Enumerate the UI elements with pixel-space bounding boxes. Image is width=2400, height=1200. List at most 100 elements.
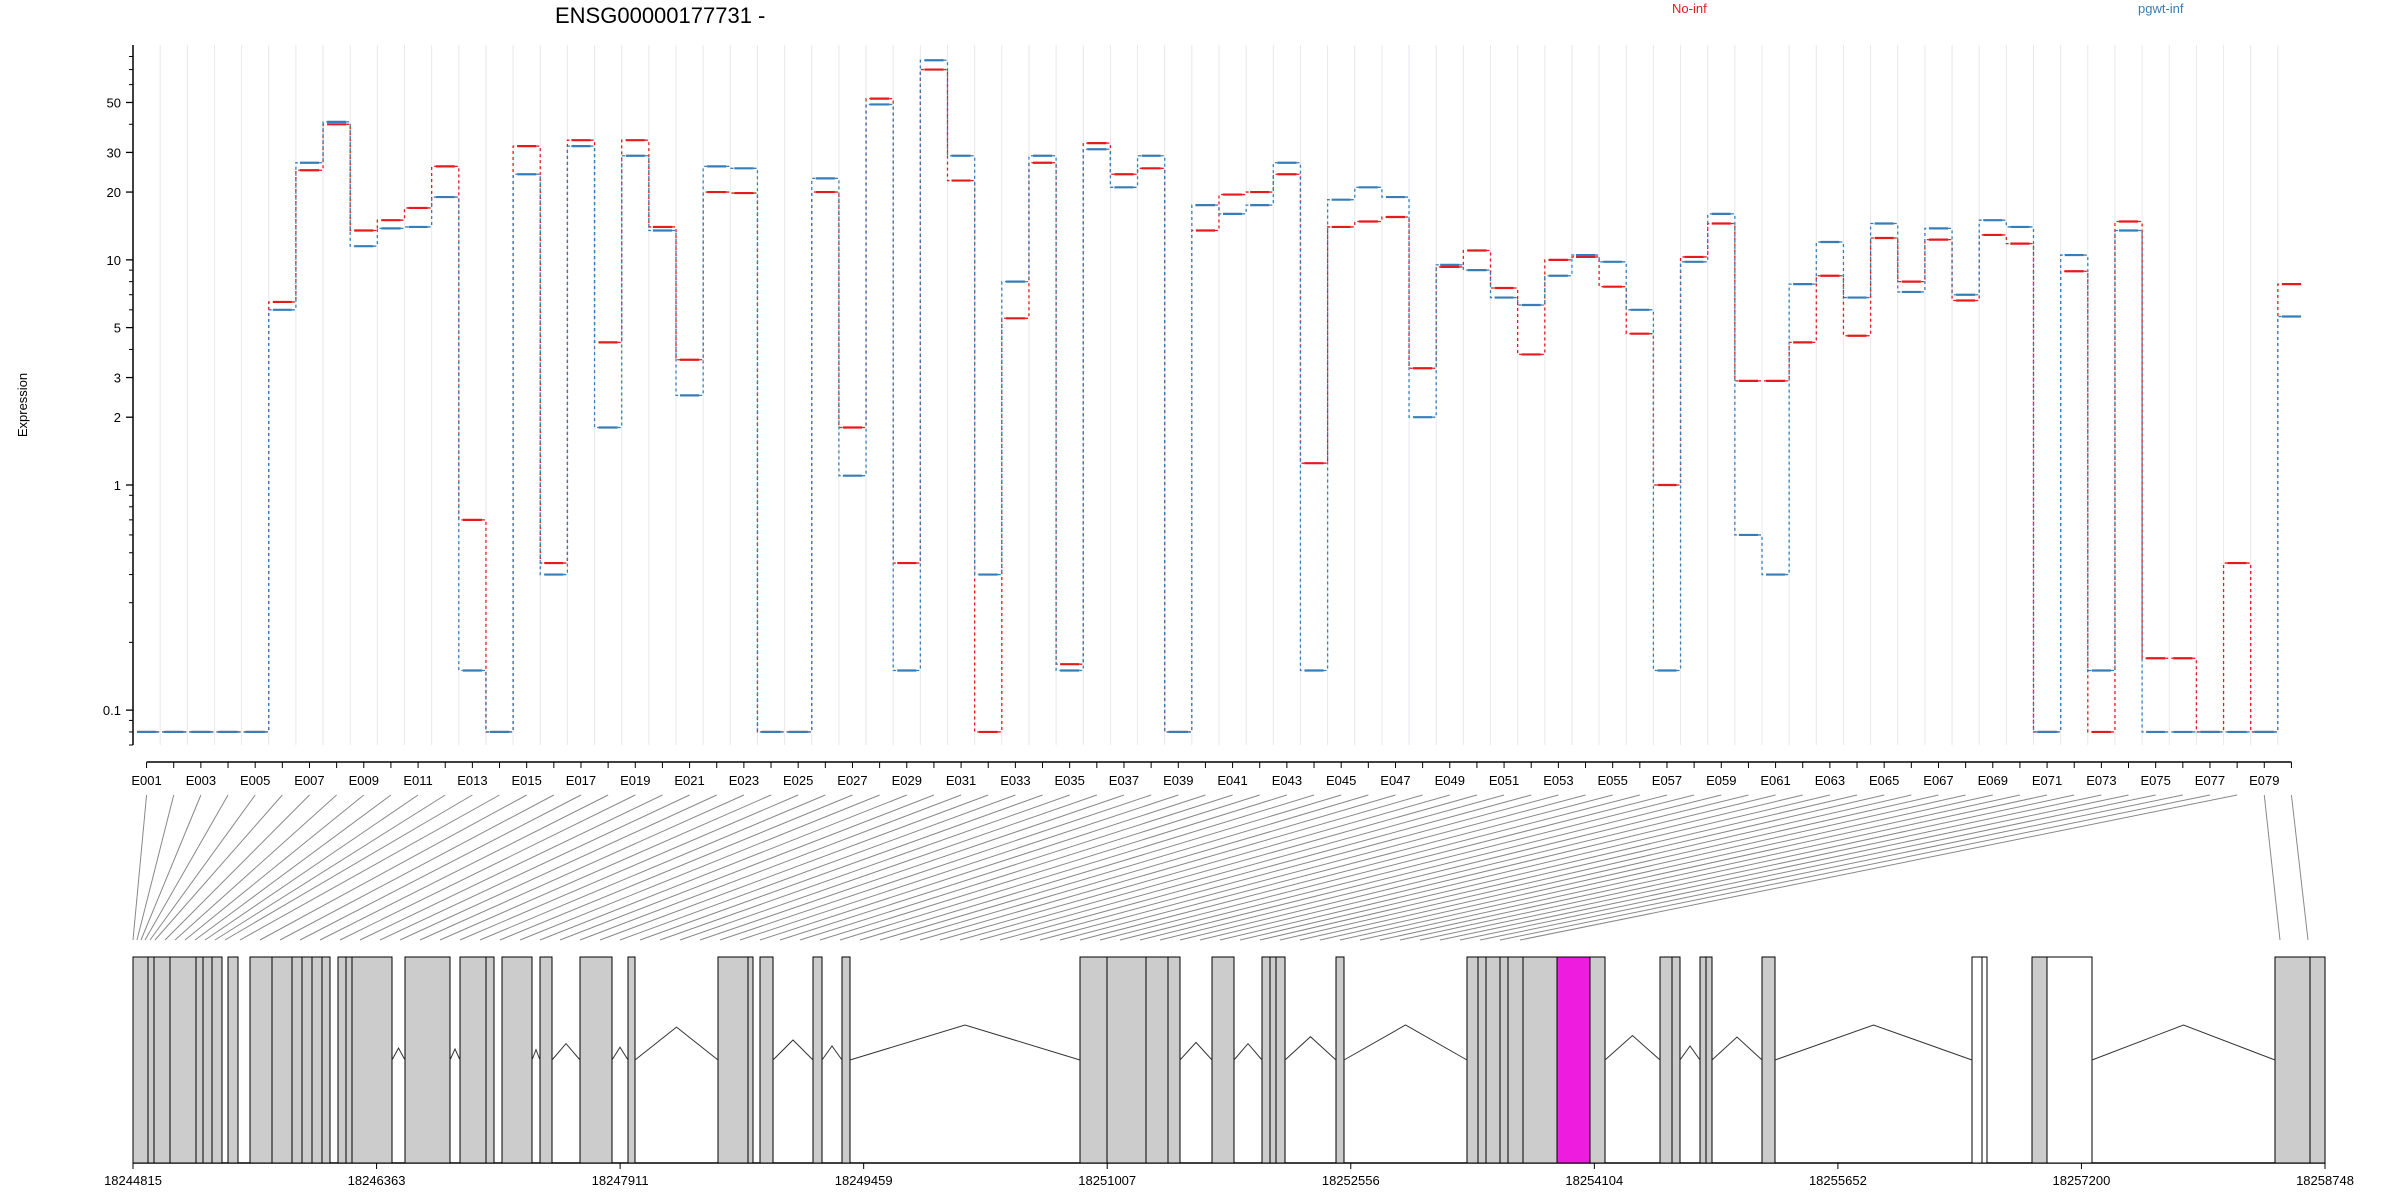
exon-block xyxy=(1499,956,1509,1164)
exon-connector xyxy=(539,794,907,941)
exon-block xyxy=(1211,956,1235,1164)
x-tick-label: E043 xyxy=(1272,773,1302,788)
series-connector xyxy=(1567,254,1576,277)
series-connector xyxy=(1893,237,1902,283)
series-connector xyxy=(1187,204,1196,733)
series-connector xyxy=(1920,227,1929,293)
series-connector xyxy=(1676,256,1685,486)
exon-block xyxy=(301,956,313,1164)
series-connector xyxy=(1812,275,1821,344)
series-connector xyxy=(997,317,1006,733)
x-tick-label: E033 xyxy=(1000,773,1030,788)
series-connector xyxy=(2056,254,2065,733)
coord-tick-label: 18244815 xyxy=(104,1173,162,1188)
intron-line xyxy=(2091,1024,2276,1061)
exon-connector xyxy=(279,794,555,941)
exon-connector xyxy=(739,794,1179,941)
intron-line xyxy=(391,1047,406,1061)
exon-block xyxy=(1522,956,1558,1164)
exon-connector xyxy=(132,794,148,941)
y-tick-label: 3 xyxy=(114,371,121,386)
series-connector xyxy=(509,173,518,733)
series-connector xyxy=(590,139,599,344)
exon-connector xyxy=(1319,794,1966,941)
exon-connector xyxy=(1379,794,2048,941)
exon-connector xyxy=(819,794,1288,941)
series-connector xyxy=(807,177,816,733)
series-connector xyxy=(1296,173,1305,464)
series-connector xyxy=(1215,204,1223,215)
exon-connector xyxy=(140,794,202,941)
exon-block xyxy=(211,956,223,1164)
exon-block xyxy=(841,956,851,1164)
exon-block xyxy=(579,956,613,1164)
series-connector xyxy=(1866,222,1875,299)
series-connector xyxy=(291,162,300,311)
series-connector xyxy=(1812,241,1821,285)
exon-block xyxy=(311,956,323,1164)
exon-connector xyxy=(1479,794,2183,941)
series-connector xyxy=(400,207,409,221)
x-tick-label: E065 xyxy=(1869,773,1899,788)
exon-connector xyxy=(214,794,446,941)
series-connector xyxy=(862,103,871,477)
series-connector xyxy=(536,173,545,576)
series-connector xyxy=(726,191,735,194)
series-connector xyxy=(1948,227,1957,296)
x-tick-label: E057 xyxy=(1652,773,1682,788)
exon-connector xyxy=(939,794,1450,941)
y-axis-label: Expression xyxy=(15,373,30,437)
series-connector xyxy=(1459,264,1468,271)
exon-connector xyxy=(859,794,1342,941)
exon-block xyxy=(2031,956,2048,1164)
exon-block xyxy=(249,956,273,1164)
exon-block xyxy=(195,956,204,1164)
gene-model-track xyxy=(132,956,2326,1164)
x-tick-label: E053 xyxy=(1543,773,1573,788)
intron-line xyxy=(1711,1036,1763,1061)
exon-block xyxy=(1466,956,1479,1164)
exon-block xyxy=(1106,956,1147,1164)
series-connector xyxy=(943,68,952,182)
exon-connector xyxy=(339,794,636,941)
exon-connector xyxy=(639,794,1043,941)
chart-title: ENSG00000177731 - xyxy=(555,3,765,28)
exon-block xyxy=(1477,956,1487,1164)
series-connector xyxy=(1649,309,1658,672)
intron-line xyxy=(611,1046,629,1061)
series-connector xyxy=(753,167,762,733)
exon-connector xyxy=(519,794,880,941)
exon-block xyxy=(627,956,636,1164)
series-connector xyxy=(264,309,273,733)
exon-block xyxy=(1335,956,1345,1164)
legend-entry-no-inf: No-inf xyxy=(1672,1,1707,16)
series-connector xyxy=(1024,162,1033,319)
exon-connector xyxy=(1279,794,1912,941)
y-tick-label: 20 xyxy=(107,185,121,200)
x-tick-label: E077 xyxy=(2195,773,2225,788)
series-connector xyxy=(970,179,979,733)
exon-block xyxy=(1485,956,1501,1164)
x-tick-label: E079 xyxy=(2249,773,2279,788)
exon-block xyxy=(501,956,533,1164)
exon-connector xyxy=(1199,794,1803,941)
coord-tick-label: 18249459 xyxy=(835,1173,893,1188)
y-axis: 0.1 1 2 3 5 10 20 30 50 xyxy=(103,45,134,746)
y-tick-label: 50 xyxy=(107,95,121,110)
exon-block xyxy=(345,956,353,1164)
exon-connector xyxy=(194,794,392,941)
series-connector xyxy=(2002,219,2011,228)
series-connector xyxy=(2002,234,2011,245)
series-connector xyxy=(1323,199,1332,672)
intron-line xyxy=(772,1039,814,1061)
exon-connector xyxy=(619,794,1016,941)
series-connector xyxy=(1676,261,1685,672)
exon-connector xyxy=(1219,794,1830,941)
series-connector xyxy=(1052,162,1061,665)
exon-connector xyxy=(1139,794,1722,941)
intron-line xyxy=(1233,1042,1263,1061)
exon-connector xyxy=(699,794,1125,941)
exon-block xyxy=(321,956,331,1164)
series-connector xyxy=(427,196,436,228)
exon-connector xyxy=(579,794,962,941)
